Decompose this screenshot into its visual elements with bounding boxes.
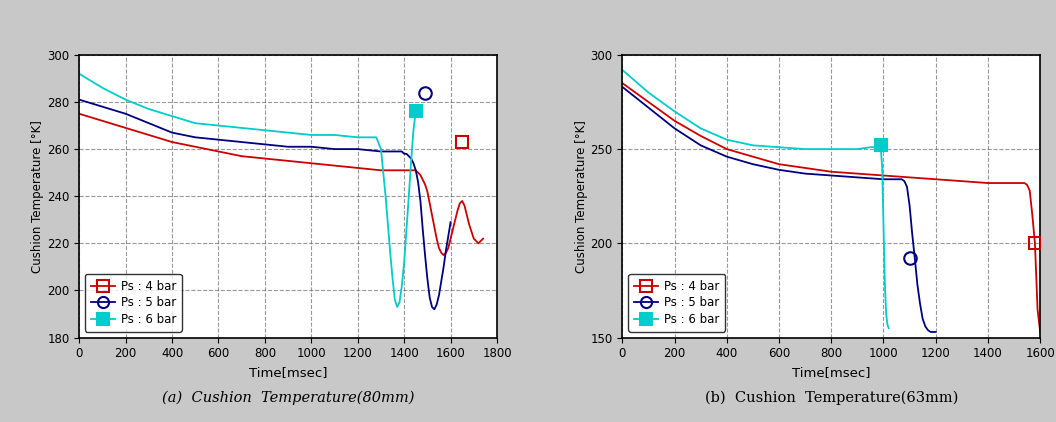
Text: (a)  Cushion  Temperature(80mm): (a) Cushion Temperature(80mm) bbox=[162, 391, 414, 405]
Legend: Ps : 4 bar, Ps : 5 bar, Ps : 6 bar: Ps : 4 bar, Ps : 5 bar, Ps : 6 bar bbox=[86, 274, 182, 332]
Text: (b)  Cushion  Temperature(63mm): (b) Cushion Temperature(63mm) bbox=[704, 391, 958, 405]
X-axis label: Time[msec]: Time[msec] bbox=[792, 366, 870, 379]
Y-axis label: Cushion Temperature [°K]: Cushion Temperature [°K] bbox=[32, 120, 44, 273]
Legend: Ps : 4 bar, Ps : 5 bar, Ps : 6 bar: Ps : 4 bar, Ps : 5 bar, Ps : 6 bar bbox=[628, 274, 725, 332]
X-axis label: Time[msec]: Time[msec] bbox=[249, 366, 327, 379]
Y-axis label: Cushion Temperature [°K]: Cushion Temperature [°K] bbox=[574, 120, 587, 273]
